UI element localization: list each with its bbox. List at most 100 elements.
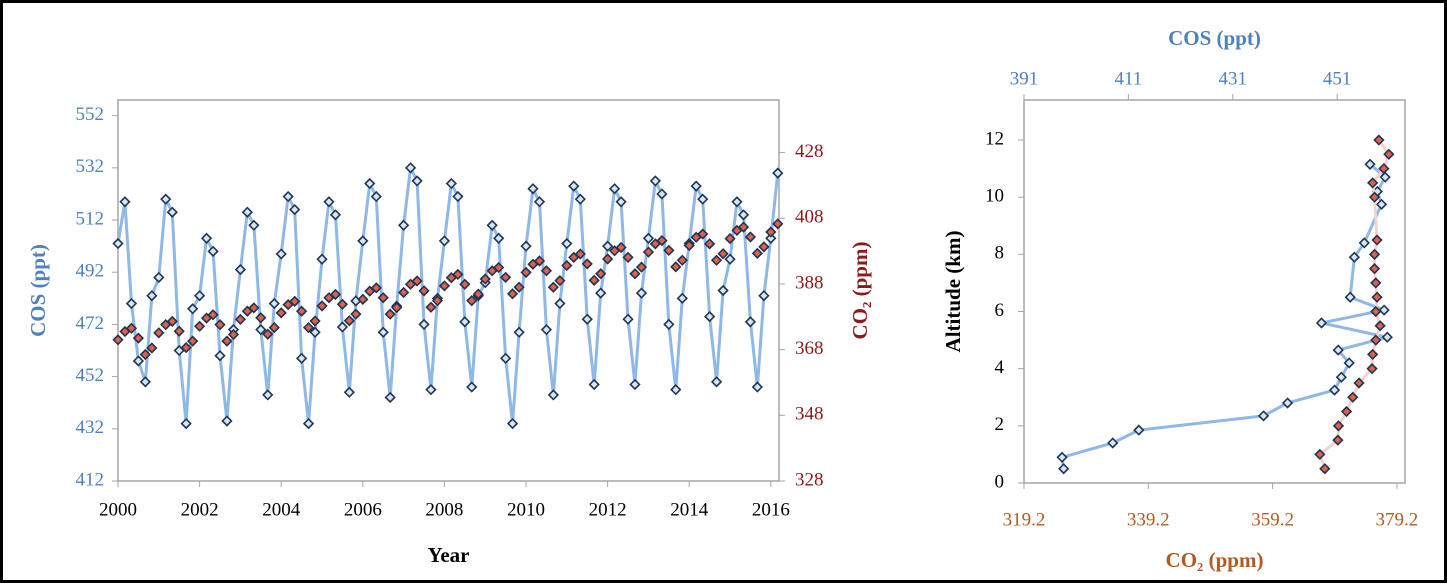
x-tick-label: 379.2 [1376, 509, 1419, 530]
data-point [676, 254, 688, 266]
data-point [568, 180, 580, 192]
y2-axis-label: CO₂ (ppm) [848, 242, 872, 340]
data-point [112, 237, 124, 250]
data-point [683, 239, 695, 252]
data-point [452, 268, 464, 281]
data-point [1373, 134, 1385, 146]
y-tick-label: 552 [76, 104, 105, 125]
data-point [758, 290, 770, 302]
data-point [751, 247, 764, 260]
data-point [221, 335, 233, 347]
data-point [1107, 437, 1119, 449]
x-tick-label: 2016 [752, 499, 790, 520]
data-point [629, 378, 641, 391]
data-point [187, 335, 199, 347]
data-point [1367, 348, 1379, 361]
series-line [1318, 139, 1391, 470]
data-point [1347, 391, 1359, 403]
data-point [166, 206, 178, 218]
data-point [506, 417, 519, 430]
data-point [615, 241, 627, 254]
data-point [207, 309, 219, 321]
data-point [329, 288, 342, 301]
y2-tick-label: 388 [795, 272, 824, 293]
data-point [1375, 198, 1388, 210]
y-tick-label: 472 [76, 313, 105, 334]
data-point [411, 275, 423, 287]
data-point [438, 235, 451, 247]
data-point [554, 275, 566, 287]
data-point [1379, 171, 1391, 183]
y-tick-label: 532 [76, 156, 105, 177]
data-point [731, 196, 743, 208]
data-point [364, 177, 376, 190]
y-tick-label: 8 [995, 243, 1005, 264]
data-point [1314, 448, 1326, 461]
data-point [160, 193, 172, 205]
x-tick-label: 2002 [181, 499, 219, 520]
data-point [1332, 344, 1344, 356]
data-point [608, 183, 621, 195]
data-point [262, 389, 274, 401]
data-point [486, 219, 498, 231]
data-point [153, 271, 165, 284]
data-point [737, 209, 750, 221]
data-point [676, 292, 688, 304]
data-point [656, 234, 668, 247]
data-point [1344, 291, 1356, 303]
data-point [125, 322, 138, 334]
x-tick-label: 2006 [344, 499, 382, 520]
data-point [139, 376, 151, 388]
y2-tick-label: 348 [795, 404, 824, 425]
data-point [513, 281, 525, 293]
data-point [479, 273, 491, 285]
data-point [397, 219, 410, 231]
data-point [499, 352, 512, 364]
data-point [1381, 331, 1393, 343]
data-point [1371, 234, 1383, 246]
data-point [520, 240, 532, 252]
data-point [132, 332, 145, 344]
data-point [561, 237, 573, 250]
data-point [1335, 371, 1347, 383]
data-point [581, 313, 593, 325]
data-point [146, 290, 158, 302]
data-point [309, 315, 321, 327]
data-point [595, 287, 607, 299]
data-point [1358, 237, 1370, 249]
y-tick-label: 432 [76, 417, 105, 438]
data-point [323, 196, 335, 208]
data-point [601, 240, 614, 252]
data-point [547, 389, 559, 401]
data-point [445, 177, 457, 190]
y2-tick-label: 408 [795, 207, 824, 228]
data-point [173, 325, 185, 337]
y-tick-label: 6 [995, 300, 1005, 321]
data-point [153, 327, 165, 339]
data-point [1378, 304, 1390, 316]
data-point [1332, 420, 1345, 432]
data-point [574, 248, 586, 260]
x-tick-label: 339.2 [1127, 509, 1170, 530]
data-point [595, 268, 607, 280]
data-point [384, 308, 396, 320]
data-point [343, 386, 355, 398]
data-point [697, 228, 709, 240]
x-tick-label: 2008 [425, 499, 463, 520]
y2-tick-label: 368 [795, 338, 824, 359]
data-point [214, 350, 226, 362]
data-point [717, 248, 729, 260]
series-line [116, 166, 780, 426]
x-axis-label: Year [428, 543, 470, 567]
data-point [1353, 377, 1365, 389]
y-tick-label: 0 [995, 471, 1005, 492]
data-point [459, 278, 471, 290]
x-tick-label: 2004 [262, 499, 301, 520]
data-point [262, 328, 274, 340]
data-point [193, 320, 206, 332]
data-point [1348, 251, 1361, 263]
data-point [466, 295, 478, 307]
x2-axis-label: COS (ppt) [1168, 26, 1261, 50]
data-point [581, 258, 593, 270]
